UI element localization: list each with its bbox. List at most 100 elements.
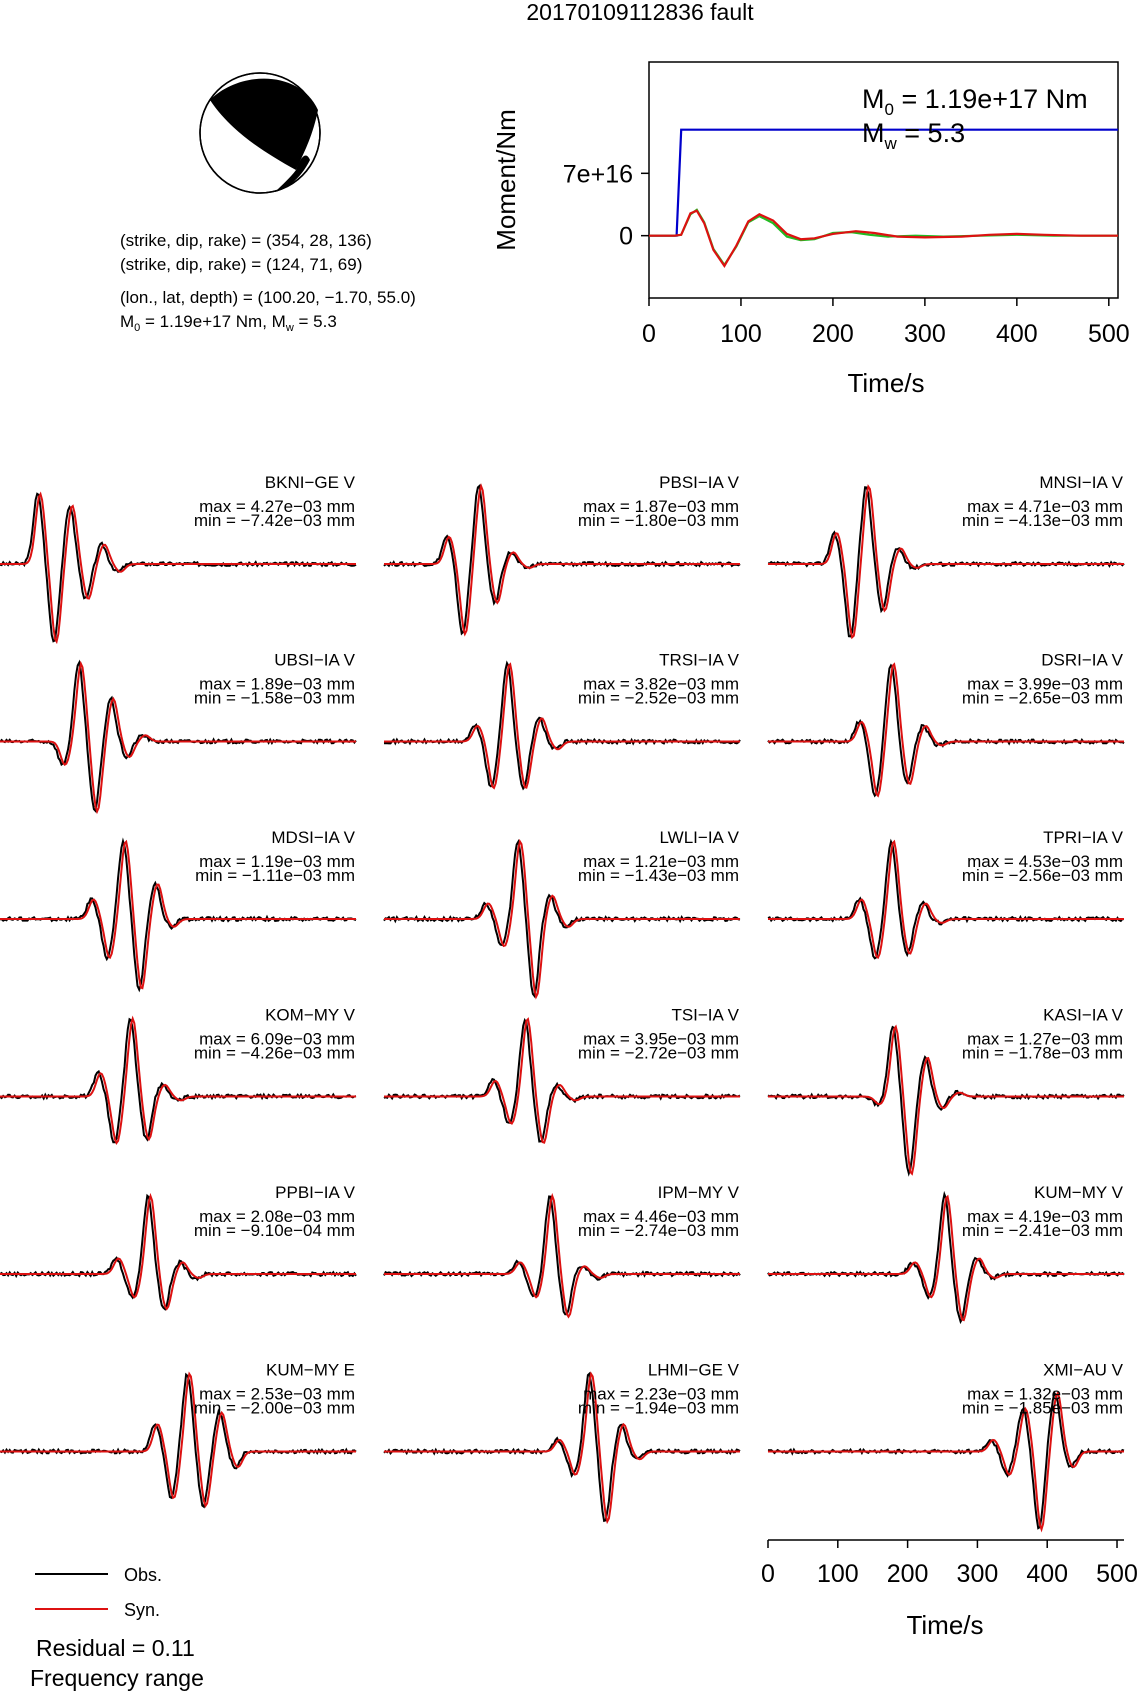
moment-rate-chart: 0 7e+16 0 100 200 300 400 500 Moment/Nm Time/s… [491,61,1130,398]
moment-xtick-label: 200 [812,320,854,348]
synthetic-trace [0,1192,356,1311]
synthetic-trace [384,1017,740,1144]
station-min: min = −1.11e−03 mm [195,866,355,885]
waveform-xtick-label: 100 [817,1560,859,1588]
station-min: min = −1.58e−03 mm [194,689,355,708]
station-name: DSRI−IA V [1041,651,1123,670]
station-max: max = 4.53e−03 mm [967,852,1123,871]
mechanism-plane2: (strike, dip, rake) = (124, 71, 69) [120,255,362,274]
waveform-xtick-label: 200 [887,1560,929,1588]
synthetic-trace [0,1015,356,1146]
legend-syn-label: Syn. [124,1600,160,1620]
station-max: max = 2.53e−03 mm [199,1385,355,1404]
station-name: IPM−MY V [658,1183,740,1202]
station-name: KUM−MY V [1034,1183,1124,1202]
synthetic-trace [768,839,1124,960]
moment-xlabel: Time/s [847,368,924,398]
station-min: min = −4.26e−03 mm [194,1044,355,1063]
station-min: min = −1.85e−03 mm [962,1399,1123,1418]
moment-plot-frame [648,61,1119,299]
synthetic-trace [384,1192,740,1319]
station-min: min = −7.42e−03 mm [194,511,355,530]
synthetic-trace [384,662,740,790]
synthetic-trace [384,482,740,637]
synthetic-trace [384,838,740,1000]
mechanism-location: (lon., lat, depth) = (100.20, −1.70, 55.… [120,288,416,307]
station-max: max = 3.82e−03 mm [583,675,739,694]
figure-title: 20170109112836 fault [526,0,754,25]
moment-xtick-label: 300 [904,320,946,348]
moment-xtick-label: 0 [642,320,656,348]
legend: Obs. Syn. Residual = 0.11 Frequency rang… [30,1565,204,1691]
station-name: TSI−IA V [671,1006,739,1025]
waveform-xtick-label: 400 [1026,1560,1068,1588]
station-name: XMI−AU V [1043,1361,1123,1380]
station-min: min = −1.78e−03 mm [962,1044,1123,1063]
moment-series-2 [649,209,1118,268]
synthetic-trace [768,662,1124,798]
station-min: min = −2.41e−03 mm [962,1221,1123,1240]
station-min: min = −4.13e−03 mm [962,511,1123,530]
station-name: TRSI−IA V [659,651,739,670]
synthetic-trace [768,1194,1124,1322]
station-max: max = 4.19e−03 mm [967,1207,1123,1226]
station-max: max = 1.87e−03 mm [583,497,739,516]
moment-xtick-label: 500 [1088,320,1130,348]
synthetic-trace [768,1390,1124,1533]
focal-mechanism-beachball [199,72,321,194]
waveform-xtick-label: 300 [957,1560,999,1588]
station-name: TPRI−IA V [1043,828,1123,847]
station-min: min = −2.74e−03 mm [578,1221,739,1240]
synthetic-trace [0,660,356,815]
station-min: min = −2.00e−03 mm [194,1399,355,1418]
station-name: LHMI−GE V [648,1361,740,1380]
station-max: max = 1.21e−03 mm [583,852,739,871]
station-max: max = 3.95e−03 mm [583,1030,739,1049]
waveform-time-axis: 0 100 200 300 400 500 [761,1539,1138,1588]
station-max: max = 1.27e−03 mm [967,1030,1123,1049]
moment-annotation-m0: M0 = 1.19e+17 Nm [862,84,1088,119]
station-max: max = 4.27e−03 mm [199,497,355,516]
station-max: max = 2.23e−03 mm [583,1385,739,1404]
station-name: MNSI−IA V [1039,473,1123,492]
mechanism-moment: M0 = 1.19e+17 Nm, Mw = 5.3 [120,312,337,334]
mechanism-plane1: (strike, dip, rake) = (354, 28, 136) [120,231,372,250]
station-max: max = 1.89e−03 mm [199,675,355,694]
waveform-xtick-label: 500 [1096,1560,1138,1588]
moment-xtick-label: 400 [996,320,1038,348]
station-name: KUM−MY E [266,1361,355,1380]
station-min: min = −1.80e−03 mm [578,511,739,530]
station-min: min = −2.56e−03 mm [962,866,1123,885]
synthetic-trace [0,1371,356,1509]
station-name: LWLI−IA V [659,828,739,847]
moment-ytick-label: 7e+16 [563,160,633,188]
moment-xtick-label: 100 [720,320,762,348]
station-max: max = 1.19e−03 mm [199,852,355,871]
station-max: max = 6.09e−03 mm [199,1030,355,1049]
station-name: BKNI−GE V [265,473,356,492]
station-min: min = −1.43e−03 mm [578,866,739,885]
synthetic-trace [0,491,356,645]
station-min: min = −2.65e−03 mm [962,689,1123,708]
residual-label: Residual = 0.11 [36,1635,195,1661]
waveform-xlabel: Time/s [906,1610,983,1640]
station-name: UBSI−IA V [274,651,355,670]
station-max: max = 4.46e−03 mm [583,1207,739,1226]
